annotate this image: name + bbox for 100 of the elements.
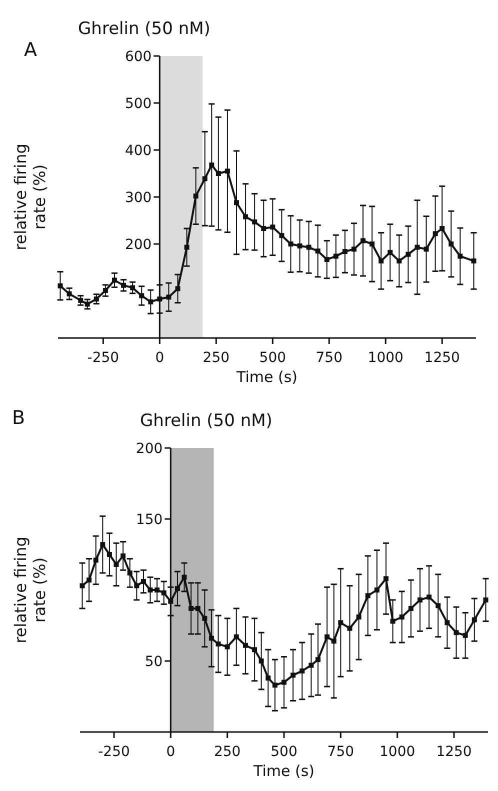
- point: [216, 641, 221, 646]
- point: [316, 657, 320, 662]
- point: [408, 606, 414, 611]
- y-tick-label: 50: [144, 654, 163, 670]
- text: A: [24, 39, 37, 61]
- point: [161, 590, 166, 596]
- y-tick-label: 300: [124, 190, 152, 206]
- point: [148, 299, 154, 304]
- point: [306, 244, 312, 250]
- x-tick-label: 250: [214, 744, 241, 760]
- chart-title: Ghrelin (50 nM): [78, 19, 210, 39]
- point: [106, 552, 112, 557]
- point: [193, 194, 198, 199]
- point: [100, 542, 106, 548]
- point: [288, 242, 294, 246]
- point: [243, 214, 248, 220]
- y-tick-label: 150: [136, 512, 163, 528]
- point: [182, 574, 187, 580]
- point: [252, 219, 258, 224]
- point: [188, 606, 194, 611]
- point: [374, 588, 380, 592]
- chart-title: Ghrelin (50 nM): [140, 411, 272, 431]
- point: [418, 597, 422, 602]
- point: [140, 578, 146, 584]
- point: [58, 283, 63, 288]
- point: [360, 238, 366, 244]
- point: [338, 620, 344, 626]
- point: [80, 583, 85, 588]
- point: [356, 614, 362, 620]
- point: [436, 603, 441, 608]
- y-axis-title: relative firing rate (%): [11, 144, 49, 250]
- point: [440, 226, 445, 231]
- point: [252, 647, 258, 652]
- point: [166, 294, 172, 300]
- point: [279, 233, 284, 238]
- point: [333, 254, 338, 259]
- point: [448, 242, 454, 246]
- point: [112, 278, 117, 283]
- point: [308, 662, 314, 668]
- point: [134, 583, 140, 588]
- x-tick-label: 500: [270, 744, 298, 760]
- y-tick-label: 200: [136, 440, 163, 457]
- point: [342, 249, 348, 254]
- point: [270, 224, 276, 230]
- point: [209, 162, 214, 168]
- point: [396, 258, 402, 264]
- point: [224, 644, 230, 650]
- point: [272, 682, 278, 688]
- point: [84, 302, 90, 307]
- point: [102, 288, 108, 294]
- point: [174, 586, 180, 592]
- point: [202, 176, 208, 182]
- point: [66, 291, 72, 296]
- point: [234, 200, 239, 206]
- x-axis-title: Time (s): [252, 762, 314, 780]
- point: [424, 246, 429, 252]
- point: [471, 258, 476, 264]
- x-tick-label: 1250: [436, 744, 472, 760]
- point: [390, 618, 396, 624]
- x-axis-title: Time (s): [236, 368, 298, 386]
- x-tick-label: -250: [98, 744, 130, 760]
- x-tick-label: 750: [327, 744, 354, 760]
- point: [266, 676, 271, 681]
- point: [202, 616, 208, 621]
- point: [414, 244, 420, 250]
- x-tick-label: 1250: [424, 350, 460, 366]
- point: [370, 242, 375, 246]
- point: [148, 588, 153, 592]
- point: [195, 606, 200, 611]
- point: [426, 594, 432, 600]
- point: [93, 558, 98, 563]
- point: [216, 171, 221, 176]
- point: [86, 578, 92, 583]
- point: [224, 168, 230, 174]
- point: [351, 246, 356, 252]
- point: [347, 626, 352, 631]
- x-tick-label: 0: [155, 350, 164, 366]
- point: [261, 226, 266, 231]
- point: [483, 597, 488, 602]
- point: [234, 634, 239, 640]
- y-tick-label: 200: [124, 236, 152, 253]
- point: [315, 248, 320, 254]
- point: [258, 658, 264, 664]
- point: [78, 298, 84, 303]
- x-tick-label: 500: [259, 350, 286, 366]
- point: [154, 588, 160, 592]
- point: [130, 285, 136, 290]
- point: [462, 632, 468, 638]
- point: [282, 680, 286, 685]
- point: [399, 614, 404, 620]
- point: [242, 642, 248, 648]
- y-axis-title: relative firing rate (%): [11, 536, 49, 644]
- point: [300, 668, 305, 674]
- point: [184, 244, 190, 250]
- y-tick-label: 600: [124, 48, 152, 65]
- point: [139, 293, 144, 298]
- point: [121, 282, 126, 288]
- x-tick-label: 750: [316, 350, 342, 366]
- point: [94, 296, 99, 302]
- point: [406, 252, 411, 257]
